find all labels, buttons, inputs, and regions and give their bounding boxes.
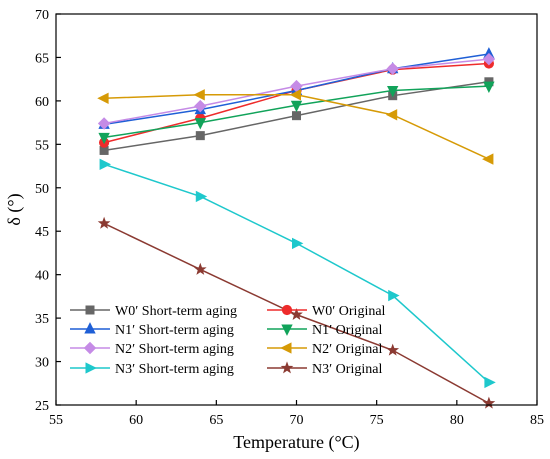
- legend-label: W0′ Original: [312, 304, 386, 319]
- data-point: [193, 89, 205, 101]
- data-point: [193, 262, 207, 275]
- data-point: [482, 396, 496, 409]
- data-point: [289, 89, 302, 101]
- legend-item: W0′ Short-term aging: [70, 304, 237, 319]
- data-point: [385, 109, 398, 121]
- legend-marker: [280, 361, 294, 374]
- legend-label: N3′ Original: [312, 362, 382, 377]
- x-tick-label: 60: [129, 413, 143, 428]
- data-point: [482, 52, 496, 66]
- y-tick-label: 60: [35, 95, 49, 110]
- series-n3-original: [97, 216, 496, 409]
- legend-item: N1′ Original: [267, 323, 382, 338]
- data-point: [387, 85, 399, 98]
- data-point: [484, 376, 496, 389]
- legend-marker: [85, 305, 95, 315]
- data-point: [99, 158, 111, 171]
- x-tick-label: 80: [450, 413, 464, 428]
- x-tick-label: 75: [370, 413, 384, 428]
- legend-marker: [83, 341, 97, 355]
- x-tick-label: 70: [290, 413, 304, 428]
- legend-item: N2′ Short-term aging: [70, 341, 234, 357]
- data-point: [98, 132, 110, 145]
- series-n3-short-term-aging: [99, 158, 496, 389]
- legend-label: W0′ Short-term aging: [115, 304, 237, 319]
- legend-marker: [280, 342, 292, 354]
- data-point: [195, 131, 205, 141]
- data-point: [388, 289, 400, 302]
- legend-item: W0′ Original: [267, 304, 386, 319]
- data-point: [97, 92, 109, 104]
- y-axis-title: δ (°): [4, 193, 25, 225]
- data-point: [290, 100, 303, 113]
- y-tick-label: 35: [35, 312, 49, 327]
- x-tick-label: 85: [530, 413, 544, 428]
- y-tick-label: 50: [35, 182, 49, 197]
- y-tick-label: 40: [35, 269, 49, 284]
- data-point: [290, 307, 303, 321]
- data-point: [386, 343, 400, 356]
- legend-label: N2′ Original: [312, 342, 382, 357]
- legend-marker: [84, 322, 96, 334]
- legend-marker: [281, 304, 293, 316]
- x-axis-title: Temperature (°C): [233, 432, 359, 453]
- y-tick-label: 25: [35, 399, 49, 414]
- x-tick-label: 65: [209, 413, 223, 428]
- legend-label: N1′ Short-term aging: [115, 323, 234, 338]
- y-tick-label: 55: [35, 138, 49, 153]
- legend-marker: [281, 324, 293, 336]
- data-point: [97, 117, 111, 130]
- legend: W0′ Short-term aging W0′ Original N1′ Shor…: [70, 304, 386, 377]
- legend-label: N3′ Short-term aging: [115, 362, 234, 377]
- data-point: [195, 190, 208, 203]
- legend-item: N1′ Short-term aging: [70, 322, 234, 338]
- data-point: [291, 237, 304, 250]
- data-point: [194, 118, 206, 130]
- legend-item: N2′ Original: [267, 342, 382, 357]
- legend-label: N2′ Short-term aging: [115, 342, 234, 357]
- data-point: [97, 216, 111, 229]
- y-tick-label: 65: [35, 51, 49, 66]
- legend-item: N3′ Original: [267, 361, 382, 377]
- data-point: [483, 81, 495, 93]
- y-tick-label: 70: [35, 8, 49, 23]
- legend-label: N1′ Original: [312, 323, 382, 338]
- y-tick-label: 45: [35, 225, 49, 240]
- series-n1-original: [98, 81, 495, 145]
- series-n2-short-term-aging: [97, 52, 496, 130]
- data-point: [386, 62, 399, 75]
- series-layer: [97, 47, 496, 409]
- legend-item: N3′ Short-term aging: [70, 362, 234, 377]
- x-tick-label: 55: [49, 413, 63, 428]
- tick-layer: 55 60 65 70 75 80 85 25 30 35 40 45 50 55 60 65 70: [35, 8, 544, 428]
- data-point: [194, 99, 207, 113]
- data-point: [291, 111, 301, 121]
- legend-marker: [85, 362, 97, 374]
- y-tick-label: 30: [35, 356, 49, 371]
- data-point: [482, 153, 494, 165]
- series-n2-original: [97, 89, 494, 165]
